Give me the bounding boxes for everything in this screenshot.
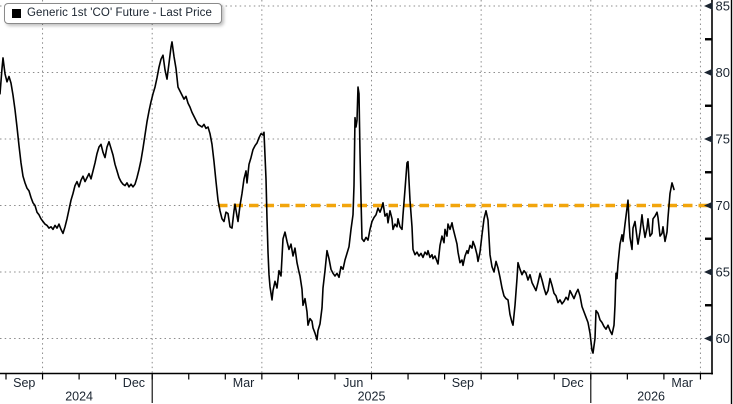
y-tick-arrow-icon [704,201,713,210]
y-tick-arrow-icon [704,268,713,276]
y-tick-arrow-icon [704,334,713,343]
y-tick-arrow-icon [704,135,713,143]
y-axis-label: 75 [716,132,730,147]
y-minor-tick [705,38,712,41]
y-axis-label: 60 [716,331,730,346]
series-polyline [0,41,675,354]
legend-label: Generic 1st 'CO' Future - Last Price [27,7,213,19]
legend-swatch-icon [12,8,21,18]
x-axis-month-label: Dec [123,376,145,390]
y-tick-arrow-icon [704,2,713,10]
y-axis-label: 70 [716,198,730,213]
x-axis-year-label: 2024 [65,390,93,404]
gridlines [0,0,712,374]
x-axis-year-label: 2026 [637,390,665,404]
x-axis-month-label: Mar [233,376,255,390]
legend[interactable]: Generic 1st 'CO' Future - Last Price [4,3,223,24]
y-minor-tick [705,237,712,240]
y-tick-arrow-icon [704,68,713,77]
y-minor-tick [705,171,712,174]
x-axis-month-label: Dec [561,376,583,390]
y-axis-label: 80 [716,65,730,80]
y-axis-label: 85 [716,0,730,14]
y-minor-tick [705,104,712,107]
axis-labels: 60 65 70 75 80 85 Sep Dec Mar Jun Sep Dec Mar 2024 202… [13,0,730,404]
x-axis-month-label: Sep [13,376,35,390]
y-minor-tick [705,304,712,307]
price-line-series [0,41,675,354]
x-axis-month-label: Sep [452,376,474,390]
x-axis-year-label: 2025 [358,390,386,404]
y-axis-label: 65 [716,265,730,280]
x-axis-month-label: Mar [671,376,693,390]
x-axis-month-label: Jun [343,376,363,390]
